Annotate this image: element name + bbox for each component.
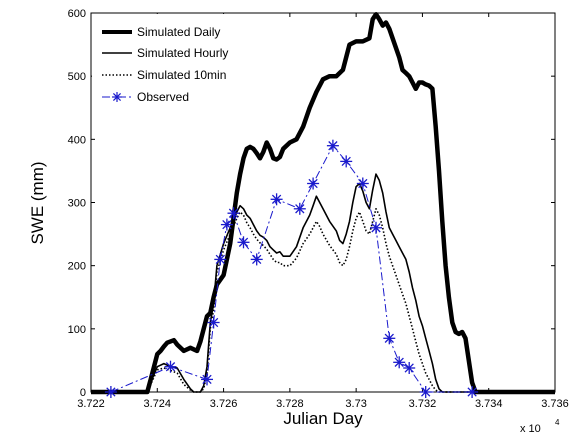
observed-point [104,386,117,398]
observed-point [403,362,416,374]
y-tick-label: 500 [68,71,86,83]
observed-point [307,177,320,190]
x-tick-label: 3.726 [210,398,238,410]
observed-point [164,360,177,373]
x-tick-label: 3.736 [541,398,569,410]
x-tick-label: 3.732 [409,398,437,410]
legend-item-daily: Simulated Daily [102,25,220,39]
observed-point [293,202,306,215]
x-axis-label: Julian Day [283,409,363,428]
observed-point [237,236,250,249]
observed-markers [104,139,479,398]
legend-label-observed: Observed [137,90,189,104]
legend-label-hourly: Simulated Hourly [137,46,228,60]
x-tick-label: 3.722 [77,398,105,410]
observed-point [207,316,220,329]
x-tick-label: 3.73 [345,398,366,410]
observed-point [250,253,263,266]
observed-point [220,218,233,231]
observed-point [227,207,240,220]
observed-point [201,373,213,386]
legend-item-observed: Observed [102,90,189,104]
legend-item-10min: Simulated 10min [102,68,226,82]
legend-star-marker [112,92,122,102]
legend-item-hourly: Simulated Hourly [102,46,228,60]
series-observed [110,145,473,393]
axis-ticks: 3.722 3.724 3.726 3.728 3.73 3.732 3.734 3.736 0… [68,8,569,410]
y-tick-label: 400 [68,134,86,146]
observed-point [356,177,369,190]
y-tick-label: 0 [80,387,86,399]
y-tick-label: 200 [68,261,86,273]
observed-point [466,386,479,398]
observed-point [370,221,382,234]
observed-point [383,332,396,345]
legend-label-daily: Simulated Daily [137,25,220,39]
observed-point [214,253,227,266]
observed-point [393,356,406,369]
y-tick-label: 300 [68,198,86,210]
x-multiplier-exponent: 4 [555,418,560,427]
legend-label-10min: Simulated 10min [137,68,226,82]
x-tick-label: 3.728 [276,398,304,410]
y-tick-label: 600 [68,8,86,20]
x-multiplier-label: x 10 [520,423,541,435]
y-axis-label: SWE (mm) [28,161,47,244]
x-tick-label: 3.724 [144,398,172,410]
legend: Simulated Daily Simulated Hourly Simulat… [92,14,252,116]
observed-point [419,386,432,398]
observed-point [270,193,283,206]
series-simulated-daily [91,12,555,395]
x-tick-label: 3.734 [475,398,503,410]
observed-point [340,155,353,168]
observed-point [326,139,339,152]
y-tick-label: 100 [68,324,86,336]
